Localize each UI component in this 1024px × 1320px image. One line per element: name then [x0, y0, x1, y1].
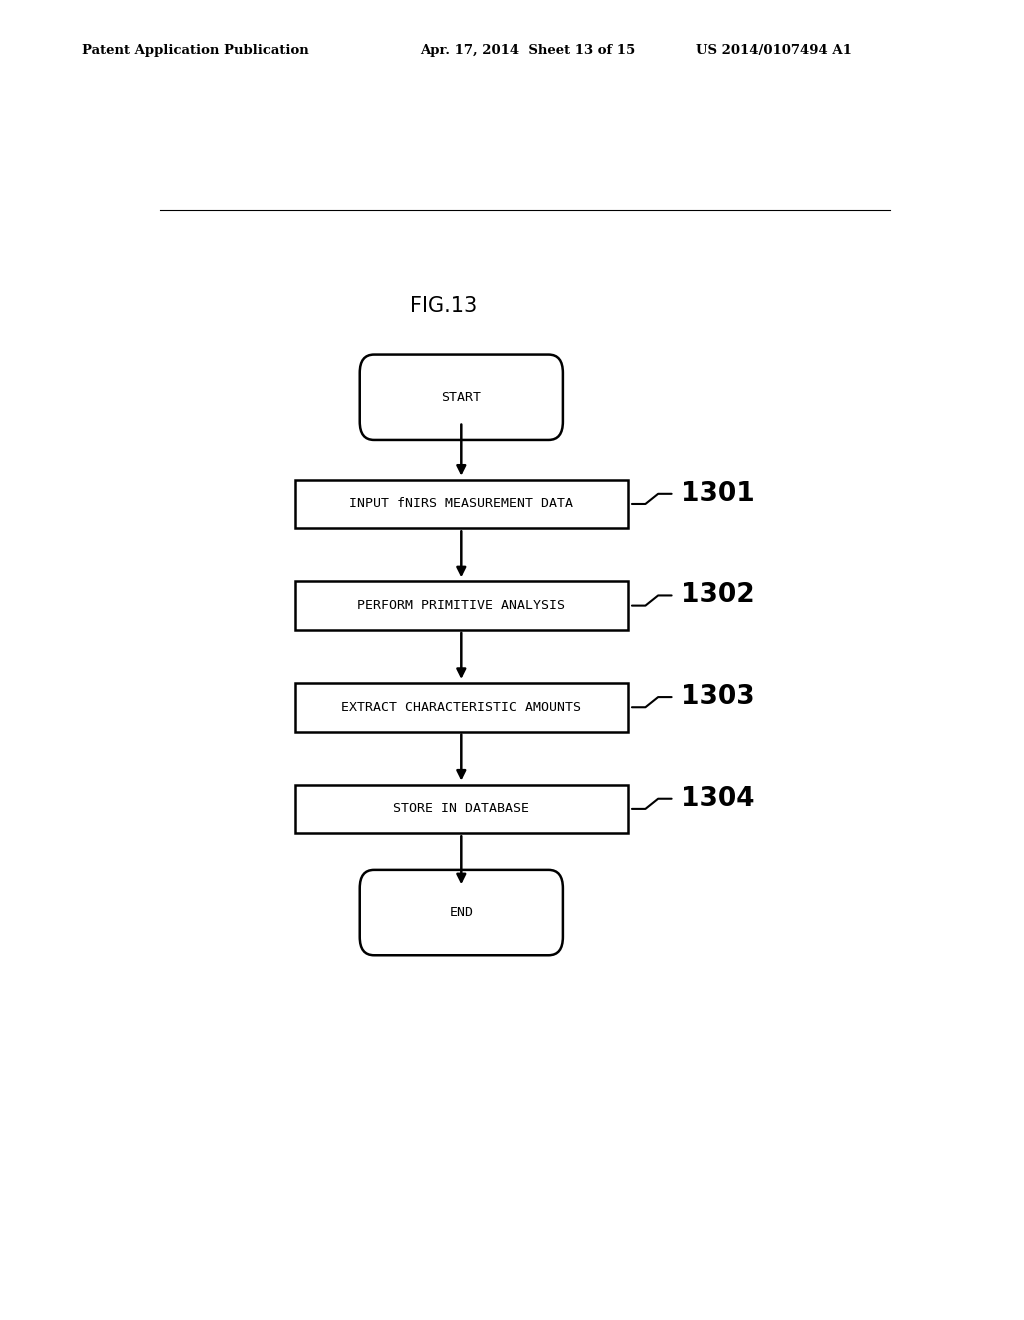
- Text: EXTRACT CHARACTERISTIC AMOUNTS: EXTRACT CHARACTERISTIC AMOUNTS: [341, 701, 582, 714]
- Text: PERFORM PRIMITIVE ANALYSIS: PERFORM PRIMITIVE ANALYSIS: [357, 599, 565, 612]
- Text: 1301: 1301: [681, 480, 755, 507]
- Text: STORE IN DATABASE: STORE IN DATABASE: [393, 803, 529, 816]
- Text: US 2014/0107494 A1: US 2014/0107494 A1: [696, 44, 852, 57]
- FancyBboxPatch shape: [359, 355, 563, 440]
- Text: START: START: [441, 391, 481, 404]
- Text: Patent Application Publication: Patent Application Publication: [82, 44, 308, 57]
- Text: Apr. 17, 2014  Sheet 13 of 15: Apr. 17, 2014 Sheet 13 of 15: [420, 44, 635, 57]
- FancyBboxPatch shape: [295, 479, 628, 528]
- Text: 1304: 1304: [681, 785, 755, 812]
- Text: 1302: 1302: [681, 582, 755, 609]
- FancyBboxPatch shape: [295, 682, 628, 731]
- FancyBboxPatch shape: [359, 870, 563, 956]
- Text: INPUT fNIRS MEASUREMENT DATA: INPUT fNIRS MEASUREMENT DATA: [349, 498, 573, 511]
- Text: 1303: 1303: [681, 684, 755, 710]
- Text: END: END: [450, 906, 473, 919]
- FancyBboxPatch shape: [295, 581, 628, 630]
- Text: FIG.13: FIG.13: [410, 296, 477, 315]
- FancyBboxPatch shape: [295, 784, 628, 833]
